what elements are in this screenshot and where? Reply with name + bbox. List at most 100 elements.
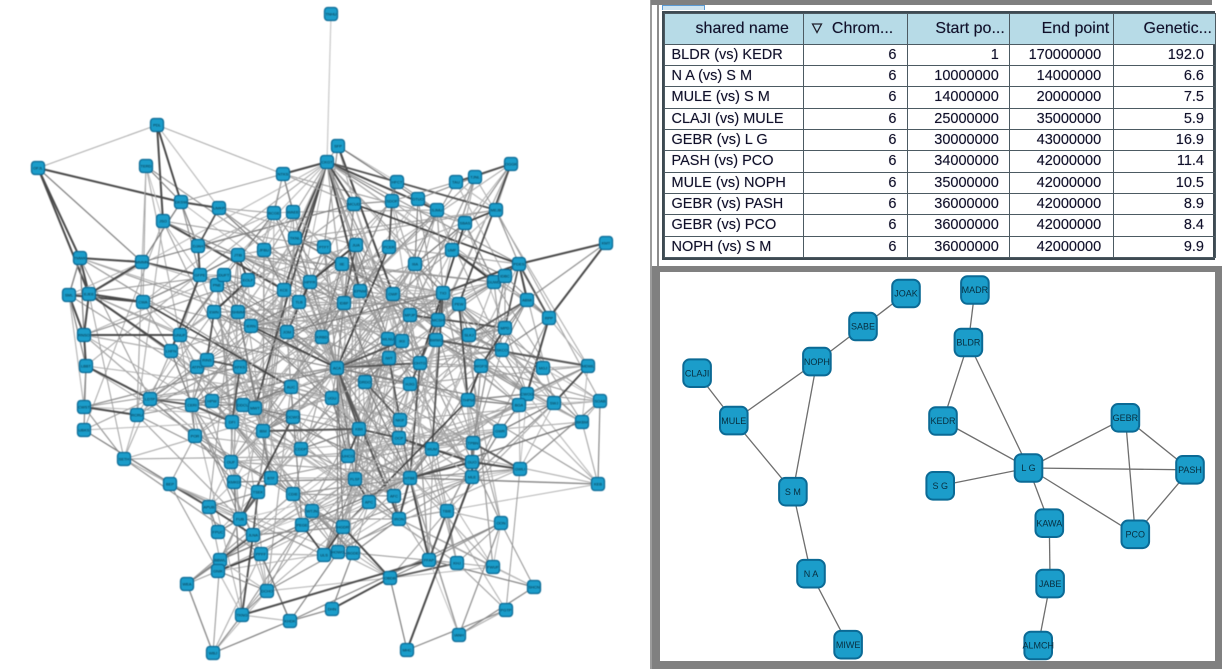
svg-text:DJAH: DJAH [193,244,204,249]
svg-text:KEB: KEB [594,482,602,487]
svg-text:PCER: PCER [383,245,394,250]
svg-text:PNE: PNE [213,283,222,288]
svg-text:NTKS: NTKS [278,172,289,177]
svg-text:OWF: OWF [388,292,398,297]
svg-text:MCSH: MCSH [432,318,444,323]
svg-text:PDES: PDES [514,262,525,267]
svg-text:CERI: CERI [187,403,197,408]
svg-text:TMWK: TMWK [74,256,87,261]
svg-text:EWN: EWN [209,310,218,315]
svg-text:MGJ: MGJ [539,366,547,371]
svg-text:RINS: RINS [202,358,212,363]
svg-text:SKCO: SKCO [496,348,507,353]
svg-text:CWA: CWA [138,300,148,305]
svg-text:GUO: GUO [467,460,476,465]
svg-text:WLNU: WLNU [382,337,394,342]
svg-text:DRDO: DRDO [359,380,371,385]
svg-text:HOWG: HOWG [332,550,345,555]
svg-text:SETH: SETH [119,457,130,462]
svg-text:TKNL: TKNL [290,236,301,241]
svg-text:OFJL: OFJL [33,166,44,171]
svg-text:WBJ: WBJ [209,651,217,656]
svg-text:OUF: OUF [227,460,236,465]
svg-text:UBKS: UBKS [79,428,90,433]
svg-text:S M: S M [785,487,801,497]
svg-text:SHCN: SHCN [528,585,539,590]
svg-text:BLDR: BLDR [956,338,981,348]
svg-text:DCHO: DCHO [261,589,273,594]
svg-text:PCO: PCO [1126,530,1146,540]
svg-text:FUB: FUB [236,517,244,522]
svg-text:N A: N A [804,569,819,579]
svg-text:SABE: SABE [851,322,875,332]
svg-text:ALMCH: ALMCH [1022,641,1054,651]
svg-text:TBIE: TBIE [443,509,452,514]
svg-text:OHTG: OHTG [414,361,426,366]
svg-text:NKIF: NKIF [395,418,405,423]
svg-text:TPBN: TPBN [468,441,479,446]
svg-text:AUC: AUC [287,385,296,390]
svg-text:SWJ: SWJ [550,401,558,406]
svg-text:APC: APC [365,500,373,505]
svg-text:SJMU: SJMU [432,208,443,213]
svg-text:CWOG: CWOG [521,392,534,397]
svg-text:WTJN: WTJN [306,509,317,514]
svg-text:KBII: KBII [355,427,363,432]
svg-text:IDBF: IDBF [339,301,349,306]
svg-text:LDTP: LDTP [145,397,156,402]
svg-text:PEGE: PEGE [296,523,307,528]
svg-text:FFAP: FFAP [424,558,434,563]
svg-text:PGTP: PGTP [501,608,512,613]
svg-text:SOAB: SOAB [594,399,605,404]
svg-text:CLAJI: CLAJI [685,368,710,378]
svg-text:NOPH: NOPH [804,357,830,367]
svg-text:HPFR: HPFR [305,280,316,285]
svg-text:KEDR: KEDR [930,416,956,426]
svg-text:JUA: JUA [352,243,360,248]
svg-text:SBAS: SBAS [460,221,471,226]
svg-text:WGFS: WGFS [475,364,487,369]
svg-text:BBWL: BBWL [214,558,226,563]
svg-text:OGGK: OGGK [505,162,517,167]
svg-text:KMKD: KMKD [228,480,240,485]
svg-text:EJEE: EJEE [84,292,94,297]
svg-text:MCUD: MCUD [348,202,360,207]
svg-text:MLE: MLE [468,475,477,480]
svg-text:JLNA: JLNA [248,533,258,538]
svg-text:IIIA: IIIA [412,262,418,267]
svg-text:GUWD: GUWD [488,280,501,285]
svg-text:THPM: THPM [462,398,473,403]
svg-text:CKGT: CKGT [321,160,333,165]
svg-text:JSO: JSO [159,219,167,224]
svg-text:EPNM: EPNM [354,289,366,294]
svg-text:CDIE: CDIE [288,492,298,497]
svg-text:IDBC: IDBC [500,274,510,279]
svg-text:EOLF: EOLF [243,278,254,283]
svg-text:FLSF: FLSF [350,477,360,482]
svg-text:HTBE: HTBE [405,476,416,481]
svg-text:HGDR: HGDR [337,525,349,530]
svg-text:BGA: BGA [515,403,524,408]
svg-text:SHMM: SHMM [232,310,244,315]
svg-text:UNUF: UNUF [174,333,186,338]
svg-text:MWT: MWT [250,406,260,411]
svg-text:PEW: PEW [454,302,463,307]
svg-text:PDL: PDL [153,123,162,128]
svg-text:ACA: ACA [333,366,342,371]
svg-text:BCGE: BCGE [268,211,280,216]
svg-text:MMMN: MMMN [136,260,149,265]
svg-text:AFC: AFC [390,494,398,499]
svg-text:ABMI: ABMI [522,298,532,303]
svg-text:RNSO: RNSO [78,333,90,338]
svg-text:DKSW: DKSW [175,200,187,205]
svg-text:PTFT: PTFT [319,245,330,250]
svg-text:WUM: WUM [427,447,437,452]
svg-text:CDDP: CDDP [295,447,307,452]
svg-text:JOAK: JOAK [894,289,918,299]
svg-text:DDCU: DDCU [237,403,249,408]
svg-text:MADR: MADR [962,285,989,295]
svg-text:UHCG: UHCG [342,454,354,459]
svg-text:GNIK: GNIK [213,569,223,574]
svg-text:ULS: ULS [320,553,328,558]
svg-text:IRON: IRON [394,517,404,522]
